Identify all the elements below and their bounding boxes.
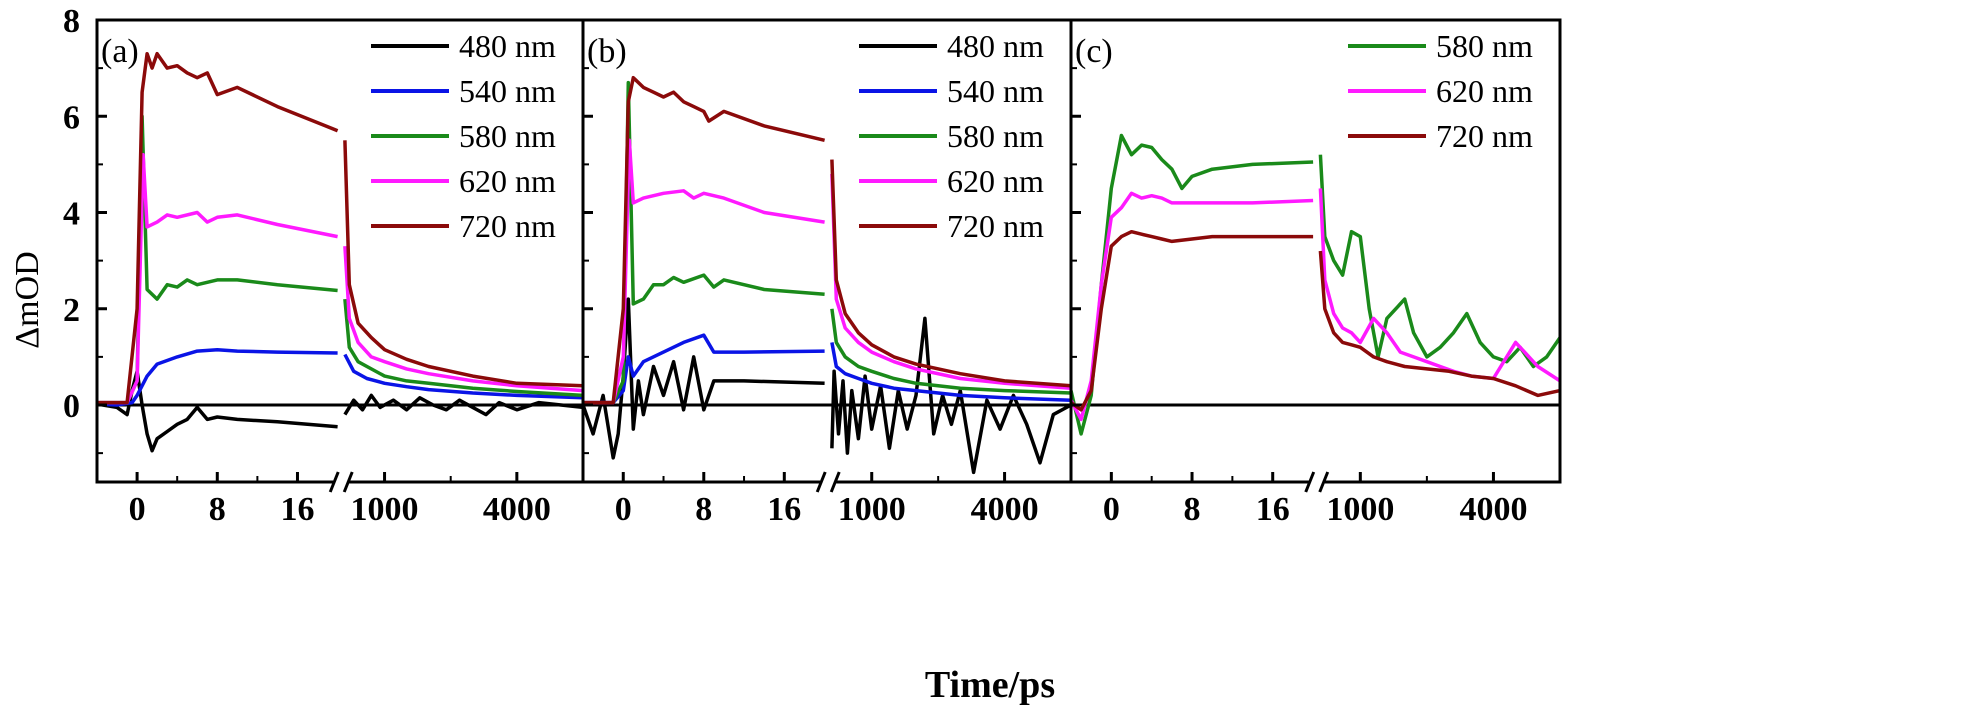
x-tick-label: 16 [280, 491, 314, 528]
legend-label: 580 nm [459, 118, 556, 154]
x-tick-label: 16 [1256, 491, 1290, 528]
panel-label: (a) [101, 33, 139, 70]
y-tick-label: 0 [63, 388, 80, 425]
series-line-480-nm-late [343, 393, 584, 417]
axis-break-mark [328, 471, 340, 493]
y-tick-label: 2 [63, 292, 80, 329]
panel-label: (c) [1075, 33, 1113, 70]
series-line-720-nm-early [1069, 229, 1314, 412]
y-tick-label: 6 [63, 99, 80, 136]
legend-label: 720 nm [459, 208, 556, 244]
series-line-720-nm-early [583, 75, 826, 405]
series-line-580-nm-late [1318, 154, 1562, 369]
y-axis-label: ΔmOD [9, 251, 46, 348]
panel-label: (b) [587, 33, 627, 70]
series-line-540-nm-early [583, 333, 825, 405]
y-tick-label: 4 [63, 196, 80, 233]
legend-label: 620 nm [1436, 73, 1533, 109]
series-line-620-nm-early [583, 138, 825, 405]
x-tick-label: 0 [1103, 491, 1120, 528]
series-line-620-nm-late [1318, 188, 1561, 383]
series-line-540-nm-early [96, 347, 338, 407]
axis-break-mark [829, 471, 841, 493]
series-line-540-nm-late [343, 353, 584, 400]
series-line-480-nm-early [96, 369, 338, 453]
x-axis-label: Time/ps [925, 664, 1055, 706]
x-tick-label: 1000 [351, 491, 419, 528]
x-tick-label: 8 [1184, 491, 1201, 528]
series-line-480-nm-early [581, 297, 825, 460]
legend-label: 540 nm [459, 73, 556, 109]
legend-label: 720 nm [947, 208, 1044, 244]
legend-label: 480 nm [947, 28, 1044, 64]
x-tick-label: 0 [615, 491, 632, 528]
axis-break-mark [815, 471, 827, 493]
series-line-620-nm-early [1069, 191, 1314, 422]
series-line-580-nm-late [830, 308, 1072, 395]
x-tick-label: 1000 [838, 491, 906, 528]
legend-label: 620 nm [947, 163, 1044, 199]
axis-break-mark [342, 471, 354, 493]
series-line-580-nm-early [1069, 133, 1314, 436]
series-line-480-nm-late [830, 316, 1072, 475]
plot-layer [96, 51, 1562, 475]
x-tick-label: 0 [129, 491, 146, 528]
legend-label: 620 nm [459, 163, 556, 199]
series-line-720-nm-early [97, 51, 339, 405]
series-line-620-nm-late [343, 246, 584, 393]
frame-layer [95, 18, 1562, 496]
y-tick-label: 8 [63, 3, 80, 40]
axes-layer: 0 2 4 6 8 0 8 16 1000 4000 (a) 480 nm 540 nm 580 nm 62… [63, 3, 1533, 528]
x-tick-label: 8 [209, 491, 226, 528]
legend-label: 720 nm [1436, 118, 1533, 154]
x-tick-label: 4000 [1459, 491, 1527, 528]
series-line-720-nm-late [343, 140, 584, 388]
x-tick-label: 16 [767, 491, 801, 528]
series-line-720-nm-late [830, 159, 1072, 388]
legend-label: 540 nm [947, 73, 1044, 109]
series-line-580-nm-late [343, 298, 584, 398]
legend-label: 580 nm [1436, 28, 1533, 64]
legend-label: 580 nm [947, 118, 1044, 154]
series-line-620-nm-late [830, 173, 1072, 390]
series-line-540-nm-late [830, 342, 1072, 402]
legend-label: 480 nm [459, 28, 556, 64]
axis-break-mark [1304, 471, 1316, 493]
x-tick-label: 1000 [1326, 491, 1394, 528]
x-tick-label: 8 [695, 491, 712, 528]
series-line-620-nm-early [97, 152, 338, 405]
x-tick-label: 4000 [483, 491, 551, 528]
series-line-720-nm-late [1318, 250, 1561, 398]
x-tick-label: 4000 [971, 491, 1039, 528]
axis-break-mark [1318, 471, 1330, 493]
